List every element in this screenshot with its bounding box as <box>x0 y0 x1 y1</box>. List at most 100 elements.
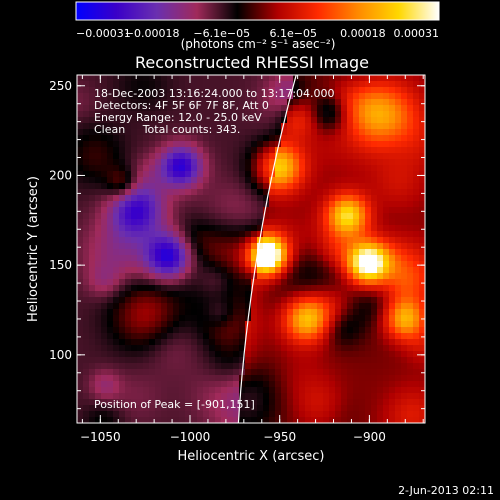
heatmap-cell <box>101 243 108 250</box>
heatmap-cell <box>167 111 174 118</box>
heatmap-cell <box>317 321 324 328</box>
heatmap-cell <box>203 111 210 118</box>
heatmap-cell <box>125 153 132 160</box>
heatmap-cell <box>395 405 402 412</box>
heatmap-cell <box>419 183 425 190</box>
heatmap-cell <box>185 357 192 364</box>
heatmap-cell <box>293 243 300 250</box>
heatmap-cell <box>395 345 402 352</box>
heatmap-cell <box>155 279 162 286</box>
heatmap-cell <box>149 207 156 214</box>
heatmap-cell <box>149 387 156 394</box>
heatmap-cell <box>113 237 120 244</box>
heatmap-cell <box>263 279 270 286</box>
heatmap-cell <box>185 261 192 268</box>
heatmap-cell <box>251 321 258 328</box>
heatmap-cell <box>107 309 114 316</box>
heatmap-cell <box>305 267 312 274</box>
heatmap-cell <box>131 417 138 423</box>
heatmap-cell <box>227 327 234 334</box>
heatmap-cell <box>77 303 84 310</box>
heatmap-cell <box>203 315 210 322</box>
heatmap-cell <box>359 339 366 346</box>
heatmap-cell <box>143 87 150 94</box>
heatmap-cell <box>89 147 96 154</box>
heatmap-cell <box>359 165 366 172</box>
heatmap-cell <box>341 315 348 322</box>
heatmap-cell <box>347 135 354 142</box>
heatmap-cell <box>413 291 420 298</box>
heatmap-cell <box>293 87 300 94</box>
heatmap-cell <box>401 369 408 376</box>
heatmap-cell <box>299 183 306 190</box>
heatmap-cell <box>305 285 312 292</box>
heatmap-cell <box>227 231 234 238</box>
heatmap-cell <box>329 183 336 190</box>
heatmap-cell <box>257 285 264 292</box>
heatmap-cell <box>239 201 246 208</box>
heatmap-cell <box>197 99 204 106</box>
heatmap-cell <box>83 177 90 184</box>
heatmap-cell <box>401 99 408 106</box>
heatmap-cell <box>245 363 252 370</box>
heatmap-cell <box>323 333 330 340</box>
heatmap-cell <box>395 369 402 376</box>
heatmap-cell <box>161 93 168 100</box>
heatmap-cell <box>359 159 366 166</box>
heatmap-cell <box>413 273 420 280</box>
heatmap-cell <box>311 225 318 232</box>
heatmap-cell <box>209 147 216 154</box>
heatmap-cell <box>299 189 306 196</box>
heatmap-cell <box>347 177 354 184</box>
heatmap-cell <box>335 81 342 88</box>
heatmap-cell <box>107 381 114 388</box>
heatmap-cell <box>335 99 342 106</box>
heatmap-cell <box>143 213 150 220</box>
heatmap-cell <box>419 153 425 160</box>
heatmap-cell <box>209 285 216 292</box>
heatmap-cell <box>77 375 84 382</box>
heatmap-cell <box>269 177 276 184</box>
heatmap-cell <box>77 249 84 256</box>
heatmap-cell <box>323 93 330 100</box>
heatmap-cell <box>203 75 210 82</box>
heatmap-cell <box>239 117 246 124</box>
heatmap-cell <box>329 291 336 298</box>
heatmap-cell <box>257 129 264 136</box>
heatmap-cell <box>83 111 90 118</box>
heatmap-cell <box>329 411 336 418</box>
heatmap-cell <box>215 129 222 136</box>
heatmap-cell <box>185 99 192 106</box>
heatmap-cell <box>137 375 144 382</box>
heatmap-cell <box>347 309 354 316</box>
heatmap-cell <box>95 309 102 316</box>
heatmap-cell <box>125 117 132 124</box>
heatmap-cell <box>341 393 348 400</box>
heatmap-cell <box>143 387 150 394</box>
heatmap-cell <box>197 315 204 322</box>
heatmap-cell <box>197 267 204 274</box>
heatmap-cell <box>197 147 204 154</box>
heatmap-cell <box>275 321 282 328</box>
heatmap-cell <box>89 231 96 238</box>
heatmap-cell <box>371 417 378 423</box>
heatmap-cell <box>173 279 180 286</box>
heatmap-cell <box>311 159 318 166</box>
heatmap-cell <box>143 249 150 256</box>
heatmap-cell <box>221 171 228 178</box>
heatmap-cell <box>173 177 180 184</box>
heatmap-cell <box>329 141 336 148</box>
heatmap-cell <box>353 387 360 394</box>
heatmap-cell <box>287 129 294 136</box>
heatmap-cell <box>377 201 384 208</box>
heatmap-cell <box>239 225 246 232</box>
heatmap-cell <box>341 153 348 160</box>
heatmap-cell <box>233 237 240 244</box>
heatmap-cell <box>401 165 408 172</box>
heatmap-cell <box>191 135 198 142</box>
heatmap-cell <box>377 225 384 232</box>
heatmap-cell <box>389 351 396 358</box>
heatmap-cell <box>107 387 114 394</box>
heatmap-cell <box>317 237 324 244</box>
